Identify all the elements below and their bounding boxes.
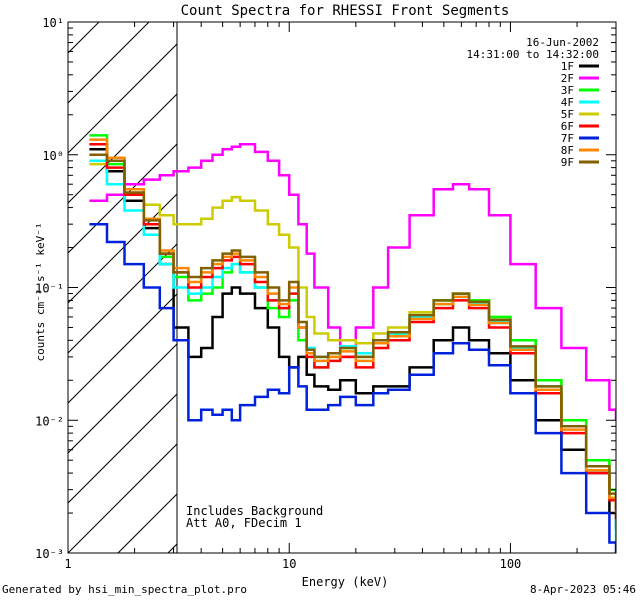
hatched-region	[68, 22, 640, 553]
legend-label-5F: 5F	[561, 108, 574, 121]
legend-label-3F: 3F	[561, 84, 574, 97]
series-line-9F	[89, 153, 616, 511]
annotation-attenuator: Att A0, FDecim 1	[186, 516, 302, 530]
hatch-line	[68, 93, 177, 204]
legend-time-range: 14:31:00 to 14:32:00	[467, 48, 599, 61]
y-tick-label: 10⁻³	[35, 547, 64, 561]
series-line-1F	[89, 148, 616, 530]
y-tick-label: 10⁻¹	[35, 282, 64, 296]
series-line-5F	[89, 162, 616, 508]
axis-layer: 1 10 100 10⁻³ 10⁻² 10⁻¹ 10⁰ 10¹	[35, 16, 617, 571]
series-line-2F	[89, 142, 616, 421]
x-tick-label: 10	[282, 557, 296, 571]
x-tick-label: 1	[64, 557, 71, 571]
y-tick-label: 10¹	[42, 16, 64, 30]
x-axis-label: Energy (keV)	[302, 575, 389, 589]
legend-date: 16-Jun-2002	[526, 36, 599, 49]
series-line-6F	[89, 142, 616, 520]
y-axis-label: counts cm⁻² s⁻¹ keV⁻¹	[34, 222, 47, 361]
hatch-line	[68, 443, 177, 553]
hatch-line	[68, 393, 177, 504]
legend-label-6F: 6F	[561, 120, 574, 133]
footer-timestamp: 8-Apr-2023 05:46	[530, 583, 636, 596]
legend-label-9F: 9F	[561, 156, 574, 169]
legend-label-4F: 4F	[561, 96, 574, 109]
x-tick-label: 100	[500, 557, 522, 571]
chart-title: Count Spectra for RHESSI Front Segments	[181, 3, 510, 19]
series-line-8F	[89, 138, 616, 513]
hatch-line	[68, 243, 177, 354]
legend-label-7F: 7F	[561, 132, 574, 145]
hatch-line	[618, 22, 640, 553]
legend-label-2F: 2F	[561, 72, 574, 85]
y-tick-label: 10⁻²	[35, 414, 64, 428]
hatch-line	[68, 193, 177, 304]
hatch-line	[68, 43, 177, 154]
legend-label-8F: 8F	[561, 144, 574, 157]
series-line-3F	[89, 134, 616, 501]
series-line-7F	[89, 222, 616, 553]
series-layer	[89, 134, 616, 553]
annotation-background: Includes Background	[186, 504, 323, 518]
legend-label-1F: 1F	[561, 60, 574, 73]
y-tick-label: 10⁰	[42, 149, 64, 163]
footer-generated-by: Generated by hsi_min_spectra_plot.pro	[2, 583, 248, 596]
